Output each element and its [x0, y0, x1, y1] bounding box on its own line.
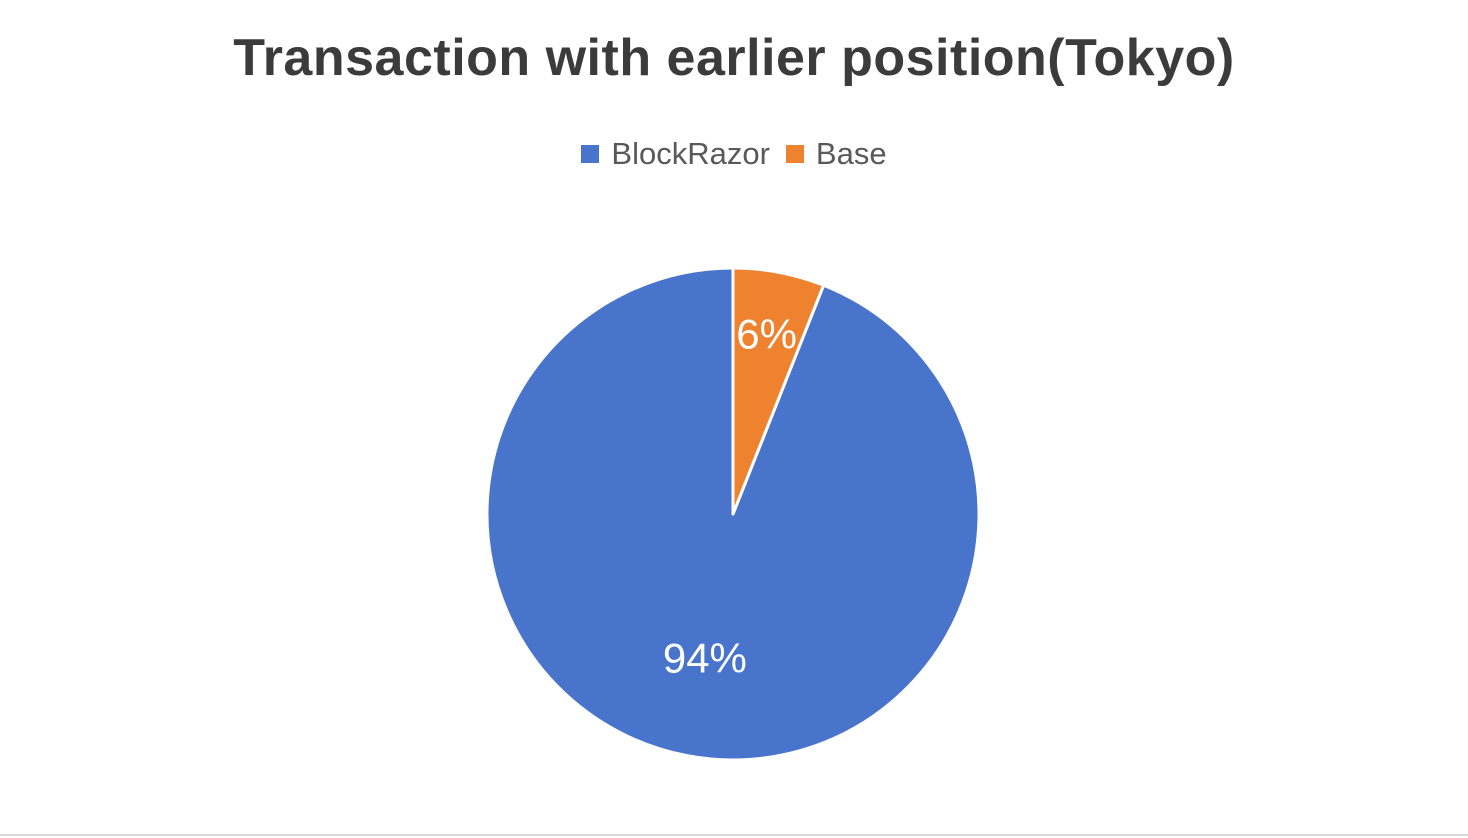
legend-label-blockrazor: BlockRazor	[611, 136, 770, 171]
chart-title: Transaction with earlier position(Tokyo)	[233, 29, 1235, 87]
legend-label-base: Base	[815, 136, 887, 171]
pie-slice-base	[731, 266, 826, 516]
legend-swatch-blockrazor	[581, 145, 600, 163]
data-label-base: 6%	[736, 311, 797, 358]
legend-swatch-base	[785, 145, 804, 163]
data-label-blockrazor: 94%	[663, 634, 747, 681]
legend-item-blockrazor: BlockRazor	[581, 136, 770, 172]
legend-item-base: Base	[785, 136, 887, 172]
chart-legend: BlockRazor Base	[0, 136, 1468, 172]
bottom-divider	[0, 834, 1468, 836]
